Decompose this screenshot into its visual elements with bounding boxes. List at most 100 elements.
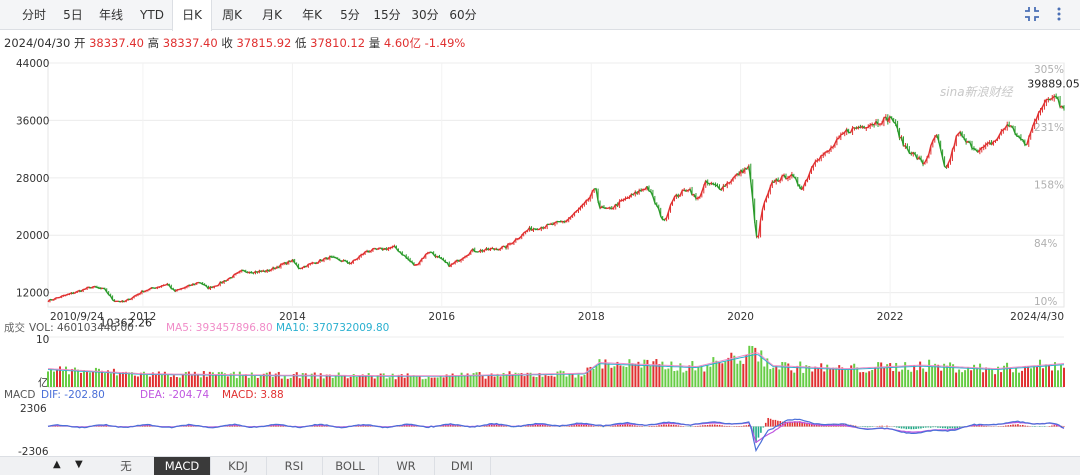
candle-body (554, 220, 558, 224)
candle-body (166, 283, 170, 287)
candle-body (795, 178, 799, 185)
indicator-tab-rsi[interactable]: RSI (266, 457, 323, 475)
candle-body (810, 164, 815, 169)
candle-body (253, 270, 256, 274)
candle-body (761, 202, 766, 210)
indicator-tab-boll[interactable]: BOLL (322, 457, 379, 475)
tab-分时[interactable]: 分时 (21, 8, 46, 22)
candle-body (79, 290, 82, 293)
tab-年线[interactable]: 年线 (98, 8, 123, 22)
tab-周k[interactable]: 周K (222, 8, 242, 22)
more-vertical-icon[interactable] (1050, 6, 1068, 24)
tab-15分[interactable]: 15分 (373, 8, 401, 22)
percent-y-tick: 84% (1034, 238, 1057, 250)
candle-body (591, 188, 595, 193)
candle-body (870, 123, 873, 126)
tab-月k[interactable]: 月K (262, 8, 282, 22)
candle-body (139, 290, 143, 295)
candle-body (135, 293, 139, 296)
indicator-tab-kdj[interactable]: KDJ (210, 457, 267, 475)
candle-body (302, 265, 305, 269)
candle-body (677, 194, 681, 198)
candle-body (947, 158, 952, 164)
candle-body (836, 137, 840, 140)
candle-body (939, 149, 944, 159)
candle-body (368, 250, 372, 253)
candle-body (550, 223, 554, 226)
candle-body (617, 200, 621, 207)
candle-body (65, 293, 68, 296)
candle-body (959, 131, 963, 137)
macd-y-tick-bottom: -2306 (18, 446, 49, 456)
candle-body (541, 226, 544, 229)
candle-body (480, 249, 483, 252)
candle-body (828, 147, 832, 152)
candle-body (599, 205, 603, 209)
candle-body (382, 247, 386, 251)
indicator-tab-无[interactable]: 无 (98, 457, 155, 475)
candle-body (73, 292, 76, 295)
volume-ma5-line (47, 352, 1065, 377)
tab-ytd[interactable]: YTD (140, 8, 164, 22)
macd-title: MACD (4, 389, 35, 401)
candle-body (801, 185, 805, 191)
indicator-tab-dmi[interactable]: DMI (434, 457, 491, 475)
candle-body (985, 142, 989, 146)
kline-chart[interactable]: 44000 36000 28000 20000 12000 305% 231% 158% 84%… (0, 0, 1080, 456)
tab-日k[interactable]: 日K (172, 0, 212, 31)
candle-body (439, 256, 442, 260)
time-x-tick: 2010/9/24 (50, 311, 104, 323)
candle-body (464, 255, 468, 258)
candle-body (775, 178, 779, 182)
candle-body (701, 185, 705, 193)
candle-body (442, 259, 446, 263)
candle-body (720, 185, 725, 191)
candle-body (380, 247, 384, 251)
candle-body (104, 288, 108, 293)
candle-body (703, 180, 707, 187)
macd-dea-label: DEA: -204.74 (140, 389, 209, 401)
tab-60分[interactable]: 60分 (449, 8, 477, 22)
candle-body (77, 290, 80, 292)
scroll-up-arrow-icon[interactable]: ▲ (53, 459, 61, 470)
candle-body (329, 255, 333, 258)
tab-5分[interactable]: 5分 (340, 8, 360, 22)
candle-body (239, 269, 243, 273)
candle-body (75, 290, 78, 294)
candle-body (542, 226, 546, 229)
candle-body (581, 202, 585, 206)
candle-body (785, 177, 789, 180)
indicator-tab-wr[interactable]: WR (378, 457, 435, 475)
candle-body (838, 134, 842, 139)
tab-5日[interactable]: 5日 (63, 8, 83, 22)
price-y-tick: 20000 (16, 230, 49, 242)
candle-body (779, 175, 783, 181)
candle-body (805, 178, 809, 182)
candle-body (866, 126, 869, 129)
candle-body (184, 285, 188, 289)
candle-body (448, 264, 452, 268)
candle-body (53, 297, 57, 301)
candle-body (188, 284, 192, 287)
indicator-tab-macd[interactable]: MACD (154, 457, 211, 475)
candle-body (1061, 105, 1065, 109)
candle-body (609, 207, 613, 210)
candle-body (108, 294, 112, 297)
candle-body (806, 173, 811, 180)
candle-body (953, 135, 958, 146)
candle-body (486, 247, 489, 251)
compress-icon[interactable] (1023, 6, 1041, 24)
scroll-down-arrow-icon[interactable]: ▼ (75, 459, 83, 470)
candle-body (587, 196, 591, 201)
candle-body (120, 300, 123, 303)
candle-body (840, 133, 844, 136)
candle-body (906, 148, 910, 154)
candle-body (288, 260, 292, 263)
high-value: 38337.40 (162, 36, 218, 50)
ohlc-info-line: 2024/04/30 开 38337.40 高 38337.40 收 37815… (4, 35, 465, 51)
tab-年k[interactable]: 年K (302, 8, 322, 22)
candle-body (973, 147, 977, 151)
tab-30分[interactable]: 30分 (411, 8, 439, 22)
candle-body (875, 120, 879, 125)
candle-body (165, 283, 168, 286)
